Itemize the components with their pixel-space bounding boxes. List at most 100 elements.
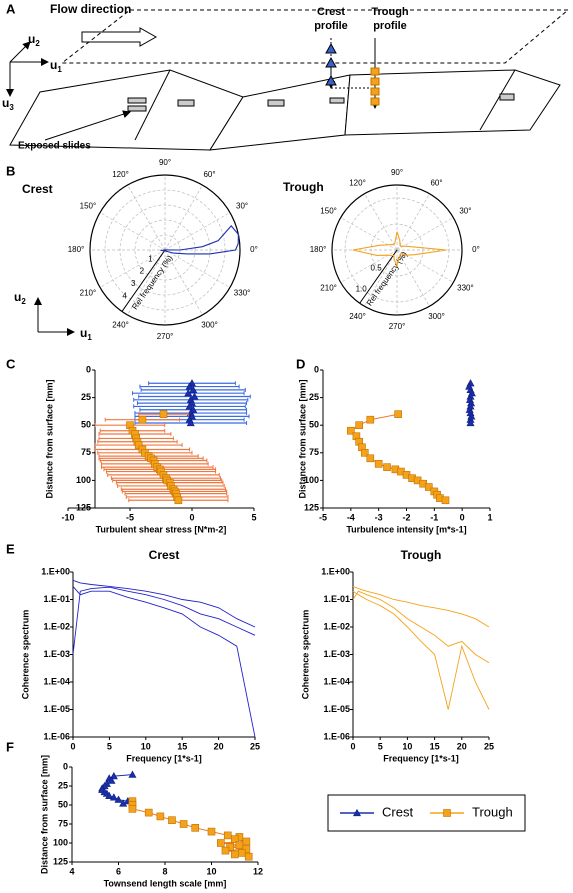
radial-tick-label: 2 xyxy=(140,267,145,276)
crest-profile: Crest xyxy=(317,6,345,18)
dune xyxy=(9,69,244,151)
marker xyxy=(347,426,355,435)
radial-tick-label: 4 xyxy=(122,291,127,300)
marker xyxy=(184,389,193,397)
marker xyxy=(352,808,362,817)
spoke xyxy=(164,212,231,251)
theta-tick-label: 330° xyxy=(457,284,474,293)
radial-tick-label: 0.5 xyxy=(371,263,383,272)
theta-tick-label: 90° xyxy=(159,158,171,167)
legend-label: Crest xyxy=(382,804,413,819)
series-line xyxy=(352,585,490,628)
y-tick-label: 50 xyxy=(309,420,319,430)
theta-tick-label: 300° xyxy=(428,312,445,321)
marker xyxy=(119,799,128,807)
x-tick-label: 0 xyxy=(350,741,355,751)
theta-tick-label: 60° xyxy=(203,170,215,179)
y-tick-label: 0 xyxy=(314,364,319,374)
axis-name-base: u xyxy=(50,58,57,72)
spoke xyxy=(164,184,203,251)
y-axis-label: Coherence spectrum xyxy=(20,610,30,700)
x-axis-label: Frequency [1*s-1] xyxy=(126,753,202,763)
flow-direction: Flow direction xyxy=(50,2,131,16)
theta-tick-label: 120° xyxy=(112,170,129,179)
labels: A B C D E F Flow direction Crest profile… xyxy=(6,1,409,754)
x-tick-label: -2 xyxy=(402,512,410,522)
x-tick-label: -3 xyxy=(375,512,383,522)
y-tick-label: 25 xyxy=(81,392,91,402)
y-tick-label: 1.E+00 xyxy=(41,566,70,576)
y-tick-label: 125 xyxy=(304,502,319,512)
marker xyxy=(128,804,137,813)
radial-axis xyxy=(121,249,166,312)
marker xyxy=(109,772,118,780)
theta-tick-label: 90° xyxy=(391,168,403,177)
x-axis-label: Turbulence intensity [m*s-1] xyxy=(346,524,466,534)
x-tick-label: 5 xyxy=(107,741,112,751)
x-tick-label: 10 xyxy=(141,741,151,751)
legend-label: Trough xyxy=(472,804,513,819)
spoke xyxy=(364,193,398,251)
marker xyxy=(159,410,168,418)
theta-tick-label: 180° xyxy=(68,245,85,254)
flow-arrow xyxy=(81,27,158,47)
spoke xyxy=(127,249,166,316)
y-tick-label: 1.E-06 xyxy=(323,731,350,741)
axis-name: u3 xyxy=(2,96,14,112)
y-tick-label: 1.E-02 xyxy=(323,621,350,631)
y-tick-label: 1.E-04 xyxy=(43,676,70,686)
marker xyxy=(114,795,123,803)
theta-tick-label: 0° xyxy=(250,245,258,254)
y-tick-label: 1.E-01 xyxy=(323,594,350,604)
marker xyxy=(223,831,232,840)
radial-axis xyxy=(359,249,398,304)
marker xyxy=(138,415,147,424)
water-surface xyxy=(60,9,570,64)
x-axis-label: Townsend length scale [mm] xyxy=(104,878,227,888)
y-tick-label: 25 xyxy=(58,780,68,790)
radial-tick-label: 3 xyxy=(131,279,136,288)
series-line xyxy=(352,590,490,710)
y-tick-label: 1.E-01 xyxy=(43,594,70,604)
x-tick-label: -4 xyxy=(347,512,355,522)
panel-label: D xyxy=(296,356,305,371)
y-axis-label: Distance from surface [mm] xyxy=(297,379,307,498)
legend: Crest Trough xyxy=(327,794,526,832)
axis-name: u2 xyxy=(28,32,40,48)
x-tick-label: -1 xyxy=(430,512,438,522)
panel-label: E xyxy=(6,541,15,556)
y-tick-label: 75 xyxy=(81,447,91,457)
marker xyxy=(207,827,216,836)
y-tick-label: 100 xyxy=(304,475,319,485)
y-tick-label: 25 xyxy=(309,392,319,402)
y-axis-label: Distance from surface [mm] xyxy=(39,755,49,874)
theta-tick-label: 240° xyxy=(349,312,366,321)
dune xyxy=(344,69,561,136)
trough-profile: profile xyxy=(373,20,407,32)
marker xyxy=(191,823,200,832)
marker xyxy=(230,835,239,844)
axis-name-sub: 3 xyxy=(9,103,14,112)
y-tick-label: 1.E+00 xyxy=(321,566,350,576)
theta-tick-label: 30° xyxy=(236,202,248,211)
spoke xyxy=(164,249,231,288)
marker xyxy=(185,402,194,410)
y-tick-label: 1.E-05 xyxy=(43,704,70,714)
radial-axis-label: Rel frequency (%) xyxy=(365,250,409,308)
theta-tick-label: 330° xyxy=(234,289,251,298)
marker xyxy=(237,849,246,857)
axis-name: u2 xyxy=(14,290,26,306)
y-tick-label: 1.E-03 xyxy=(323,649,350,659)
marker xyxy=(424,483,433,491)
dune-edge xyxy=(479,69,516,131)
y-tick-label: 0 xyxy=(86,364,91,374)
marker xyxy=(366,415,375,424)
theta-tick-label: 120° xyxy=(349,178,366,187)
x-tick-label: -10 xyxy=(61,512,74,522)
marker xyxy=(242,837,251,846)
y-tick-label: 75 xyxy=(58,818,68,828)
marker xyxy=(394,410,402,418)
chart-title: Crest xyxy=(149,548,180,562)
marker xyxy=(128,770,137,778)
panel-label: B xyxy=(6,163,15,178)
